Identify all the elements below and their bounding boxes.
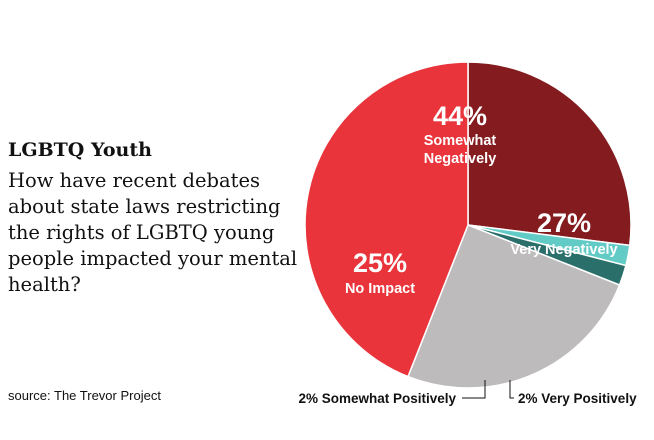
leader-line-somewhat-positively	[462, 380, 486, 399]
callout-very-positively: 2% Very Positively	[518, 391, 637, 406]
pie-slice-no-impact	[407, 224, 621, 389]
label-very-negatively-value: 27%	[537, 208, 591, 238]
pie-slice-somewhat-negatively	[304, 61, 469, 378]
label-very-negatively: 27% Very Negatively	[510, 208, 617, 258]
label-somewhat-negatively-line2: Negatively	[424, 151, 497, 167]
label-somewhat-negatively-value: 44%	[433, 101, 487, 131]
label-somewhat-negatively-line1: Somewhat	[424, 133, 497, 149]
pie-slices	[304, 61, 632, 389]
leader-line-very-positively	[509, 380, 514, 399]
chart-question: How have recent debates about state laws…	[8, 169, 298, 296]
label-very-negatively-name: Very Negatively	[510, 242, 617, 258]
label-no-impact-value: 25%	[353, 248, 407, 278]
chart-title: LGBTQ Youth	[8, 139, 152, 161]
label-no-impact: 25% No Impact	[345, 248, 415, 297]
source-note: source: The Trevor Project	[8, 388, 161, 403]
callout-somewhat-positively: 2% Somewhat Positively	[298, 391, 456, 406]
label-somewhat-negatively: 44% Somewhat Negatively	[424, 101, 497, 167]
pie-slice-very-negatively	[467, 61, 632, 247]
label-no-impact-name: No Impact	[345, 281, 415, 297]
